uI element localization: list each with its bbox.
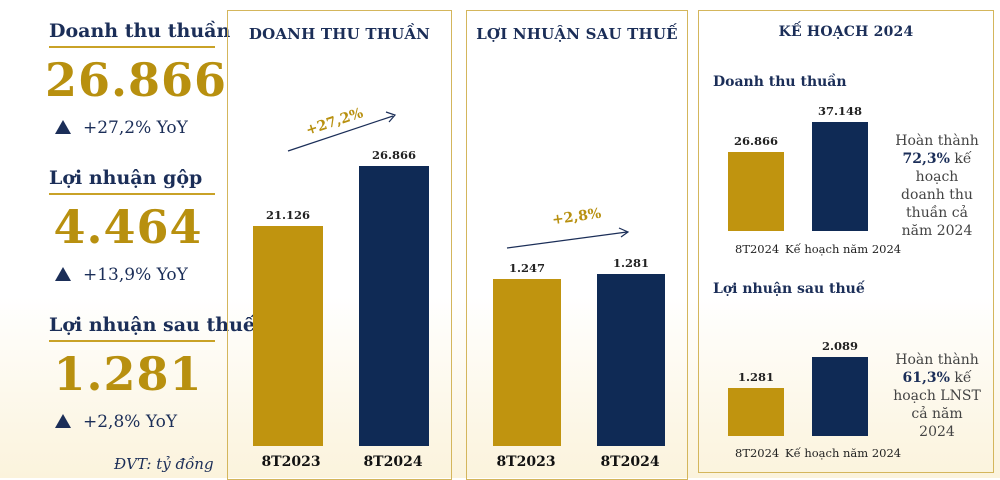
- bar-8t2023: [253, 226, 323, 446]
- x-tick-label: Kế hoạch năm 2024: [785, 446, 902, 460]
- bar-8t2023: [493, 279, 561, 446]
- triangle-up-icon: [55, 120, 71, 134]
- bar-value-label: 26.866: [733, 134, 778, 148]
- bar-plan-2024: [812, 357, 868, 436]
- bar-8t2024: [597, 274, 665, 446]
- profit-completion-note: Hoàn thành 61,3% kế hoạch LNST cả năm 20…: [893, 352, 981, 440]
- bar-value-label: 1.281: [737, 370, 774, 384]
- x-tick-label: 8T2023: [496, 454, 556, 470]
- plan-2024-panel: KẾ HOẠCH 2024 Doanh thu thuần 26.866 37.…: [698, 10, 994, 473]
- kpi-value: 1.281: [53, 347, 203, 401]
- growth-arrow: [287, 111, 397, 152]
- x-tick-label: Kế hoạch năm 2024: [785, 242, 902, 256]
- bar-value-label: 26.866: [371, 148, 416, 162]
- revenue-completion-note: Hoàn thành 72,3% kế hoạch doanh thu thuầ…: [895, 133, 979, 239]
- bar-value-label: 2.089: [821, 339, 858, 353]
- kpi-yoy: +2,8% YoY: [55, 412, 177, 432]
- bar-value-label: 1.281: [612, 256, 649, 270]
- x-tick-label: 8T2024: [735, 446, 780, 460]
- x-tick-label: 8T2024: [735, 242, 780, 256]
- bar-8t2024: [728, 152, 784, 231]
- x-tick-label: 8T2024: [363, 454, 423, 470]
- bar-plan-2024: [812, 122, 868, 231]
- kpi-rule: [49, 340, 215, 342]
- kpi-rule: [49, 193, 215, 195]
- kpi-title: Doanh thu thuần: [49, 20, 231, 42]
- kpi-value: 4.464: [53, 200, 203, 254]
- panel-title: KẾ HOẠCH 2024: [778, 24, 914, 40]
- kpi-value: 26.866: [45, 53, 228, 107]
- bar-8t2024: [359, 166, 429, 446]
- growth-arrow: [506, 227, 630, 249]
- x-tick-label: 8T2023: [261, 454, 321, 470]
- bar-8t2024: [728, 388, 784, 436]
- panel-title: DOANH THU THUẦN: [248, 25, 431, 43]
- kpi-yoy: +27,2% YoY: [55, 118, 188, 138]
- bar-value-label: 37.148: [817, 104, 862, 118]
- plan-revenue-title: Doanh thu thuần: [713, 74, 847, 90]
- kpi-title: Lợi nhuận gộp: [49, 167, 203, 189]
- panel-title: LỢI NHUẬN SAU THUẾ: [476, 25, 678, 43]
- triangle-up-icon: [55, 414, 71, 428]
- bar-value-label: 21.126: [265, 208, 310, 222]
- kpi-title: Lợi nhuận sau thuế: [49, 314, 255, 336]
- kpi-rule: [49, 46, 215, 48]
- x-tick-label: 8T2024: [600, 454, 660, 470]
- bar-value-label: 1.247: [508, 261, 545, 275]
- triangle-up-icon: [55, 267, 71, 281]
- kpi-yoy: +13,9% YoY: [55, 265, 188, 285]
- unit-note: ĐVT: tỷ đồng: [114, 455, 214, 473]
- plan-profit-title: Lợi nhuận sau thuế: [713, 281, 865, 297]
- net-profit-chart-panel: LỢI NHUẬN SAU THUẾ +2,8% 1.247 1.281 8T2…: [466, 10, 688, 480]
- revenue-chart-panel: DOANH THU THUẦN +27,2% 21.126 26.866 8T2…: [227, 10, 452, 480]
